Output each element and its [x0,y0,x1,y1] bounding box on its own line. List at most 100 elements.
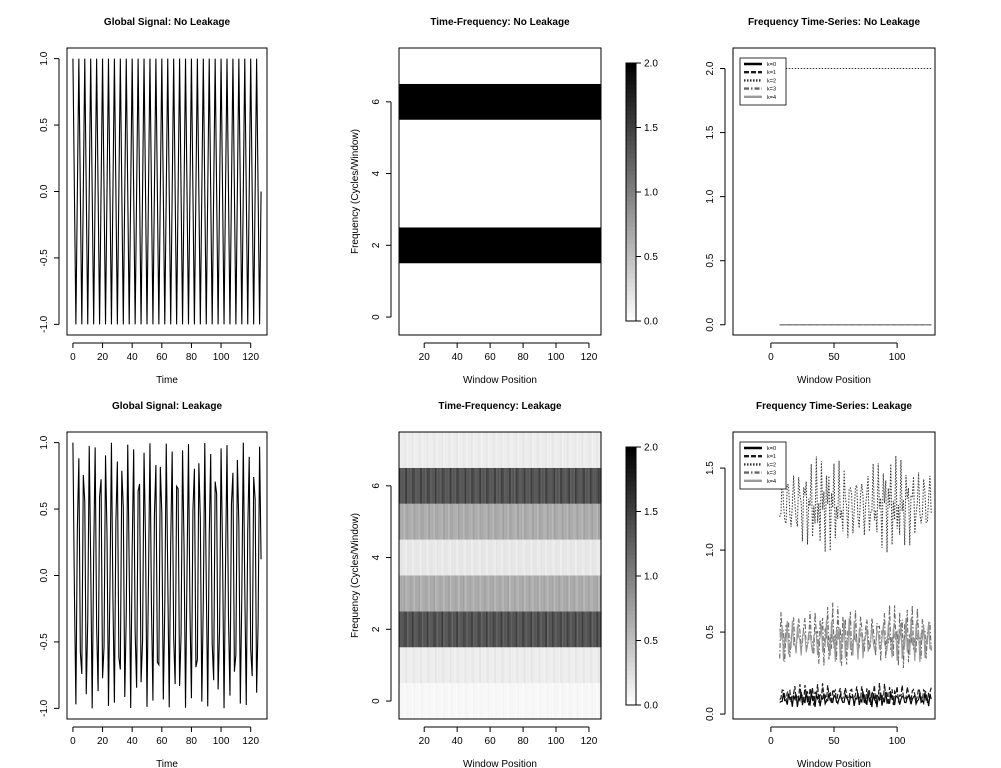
p5-cell [523,432,526,468]
p5-cell [457,647,460,684]
p5-cell [401,503,404,540]
p5-cell [538,575,541,612]
p5-cell [504,683,507,719]
p5-cell [477,683,480,719]
p6-x-tick-label: 0 [768,736,774,747]
p5-cell [553,539,556,576]
p5-cell [571,611,574,648]
p5-cell [479,611,482,648]
p2-colorbar-step [626,88,636,94]
p5-cell [598,611,600,648]
p5-cell [469,683,472,719]
p5-cell [528,432,531,468]
p5-cell [461,647,464,684]
p5-cell [482,539,485,576]
p5-cell [568,467,571,504]
p5-cell [494,432,497,468]
p5-cell [568,503,571,540]
p1-x-tick-label: 100 [213,352,230,363]
p3-x-tick-label: 0 [768,352,774,363]
p5-cell [492,432,495,468]
p5-cell [497,611,500,648]
p5-cell [548,611,551,648]
p5-cell [570,467,572,504]
p2-colorbar-step [626,136,636,141]
p5-cell [410,575,413,612]
p5-cell [550,467,553,504]
p5-cell [558,539,561,576]
p5-cell [525,647,528,684]
p5-cell [523,611,526,648]
p5-cell [420,683,423,719]
p5-cell [439,575,442,612]
p5-cell [434,575,437,612]
p5-cell [485,467,488,504]
p5-cell [433,539,436,576]
p5-cell [408,683,411,719]
p5-cell [482,503,485,540]
p5-cell [510,503,513,540]
p5-cell [520,432,523,468]
p5-cell [520,575,523,612]
p5-cell [492,647,495,684]
p5-cell [553,467,556,504]
p3-legend-label: k=0 [767,62,776,68]
p5-cell [456,647,459,684]
p5-cell [401,647,404,684]
p5-cell [398,647,401,684]
p5-cell [517,611,520,648]
p5-cell [571,647,574,684]
p5-cell [542,432,544,468]
p5-cell [454,503,457,540]
p5-cell [423,647,426,684]
p5-cell [530,611,533,648]
p5-cell [443,683,446,719]
p6-legend-label: k=1 [767,454,776,460]
p5-cell [469,647,472,684]
p5-cell [522,539,525,576]
p5-cell [438,539,441,576]
p5-cell [472,611,475,648]
p5-cell [510,432,513,468]
p6-series-line [779,617,932,663]
p5-cell [593,575,596,612]
p5-cell [476,683,479,719]
p5-cell [538,467,541,504]
p5-colorbar-step [626,558,636,564]
p5-cell [477,611,480,648]
p2-colorbar-step [626,80,636,85]
p5-cell [523,683,526,719]
p5-cell [448,683,451,719]
p2-colorbar-step [626,217,636,223]
p5-cell [423,683,426,719]
p5-cell [591,683,594,719]
p5-cell [484,539,487,576]
p5-cell [469,575,472,612]
p5-cell [408,647,411,684]
p5-cell [408,575,411,612]
p2-colorbar-step [626,312,636,318]
p5-cell [518,467,521,504]
p5-cell [476,647,479,684]
p5-cell [415,611,418,648]
p5-cell [467,683,470,719]
p5-cell [497,539,500,576]
p5-colorbar-step [626,610,636,616]
p5-cell [527,683,530,719]
p5-cell [459,611,462,648]
p5-cell [579,432,582,468]
p5-cell [538,432,541,468]
p5-cell [471,539,474,576]
p2-colorbar-step [626,157,636,163]
p5-cell [490,611,493,648]
p5-cell [426,611,429,648]
p5-cell [454,647,457,684]
p5-cell [457,683,460,719]
p5-colorbar-step [626,606,636,611]
p5-cell [405,575,408,612]
p2-cell-band [398,155,602,192]
p5-cell [565,611,568,648]
p5-cell [492,467,495,504]
p5-cell [565,575,568,612]
p5-cell [505,467,508,504]
